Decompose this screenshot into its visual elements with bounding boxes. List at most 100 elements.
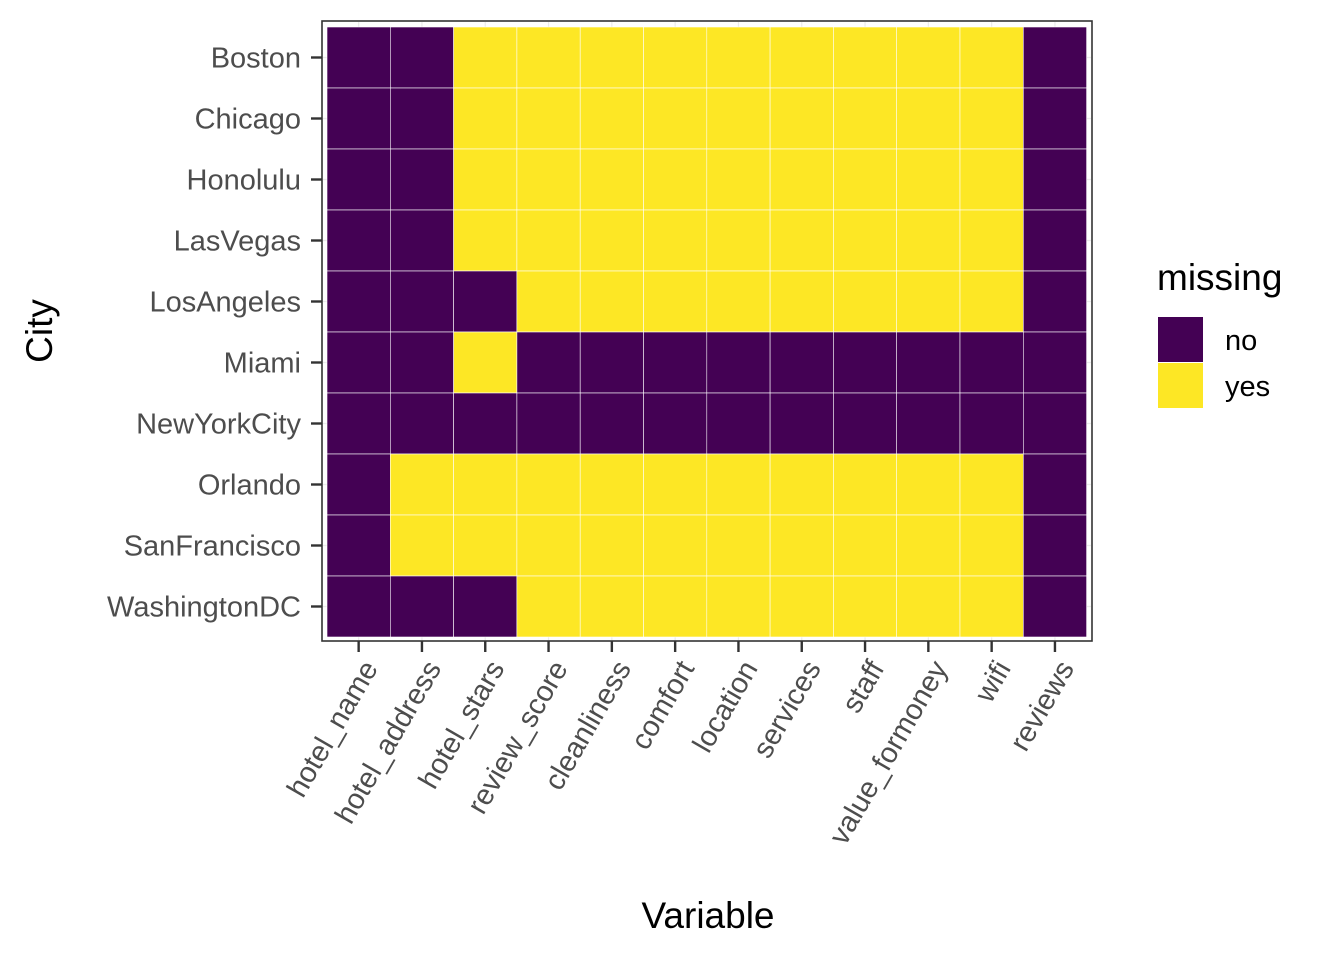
heatmap-cell xyxy=(959,453,1024,516)
legend-label-no: no xyxy=(1225,325,1257,357)
heatmap-cell xyxy=(833,575,898,638)
heatmap-cell xyxy=(769,575,834,638)
y-tick-label: Chicago xyxy=(195,104,301,136)
heatmap-cells xyxy=(326,26,1087,638)
heatmap-cell xyxy=(326,87,391,150)
heatmap-cell xyxy=(453,270,518,333)
heatmap-cell xyxy=(643,392,708,455)
heatmap-cell xyxy=(389,514,454,577)
heatmap-cell xyxy=(1022,331,1087,394)
heatmap-cell xyxy=(516,270,581,333)
heatmap-cell xyxy=(896,453,961,516)
y-tick-label: Orlando xyxy=(198,470,301,502)
legend-label-yes: yes xyxy=(1225,371,1270,403)
x-tick-label: value_formoney xyxy=(824,655,955,850)
heatmap-cell xyxy=(389,209,454,272)
heatmap-cell xyxy=(516,26,581,89)
heatmap-cell xyxy=(579,331,644,394)
heatmap-cell xyxy=(643,148,708,211)
heatmap-cell xyxy=(389,575,454,638)
y-axis-title: City xyxy=(19,299,60,363)
heatmap-cell xyxy=(453,26,518,89)
heatmap-cell xyxy=(959,270,1024,333)
heatmap-cell xyxy=(896,148,961,211)
heatmap-cell xyxy=(706,148,771,211)
heatmap-cell xyxy=(643,331,708,394)
heatmap-cell xyxy=(579,148,644,211)
heatmap-cell xyxy=(643,575,708,638)
heatmap-cell xyxy=(833,331,898,394)
heatmap-cell xyxy=(579,209,644,272)
heatmap-cell xyxy=(833,270,898,333)
heatmap-cell xyxy=(389,392,454,455)
heatmap-cell xyxy=(516,392,581,455)
heatmap-cell xyxy=(706,209,771,272)
x-axis-title: Variable xyxy=(641,895,774,936)
heatmap-cell xyxy=(643,26,708,89)
heatmap-cell xyxy=(326,270,391,333)
legend-key-yes xyxy=(1158,363,1203,408)
heatmap-cell xyxy=(516,514,581,577)
heatmap-cell xyxy=(1022,26,1087,89)
heatmap-cell xyxy=(1022,453,1087,516)
heatmap-cell xyxy=(896,270,961,333)
heatmap-cell xyxy=(896,87,961,150)
y-axis: Boston Chicago Honolulu LasVegas LosAngeles M… xyxy=(107,43,322,624)
heatmap-cell xyxy=(959,331,1024,394)
heatmap-cell xyxy=(389,148,454,211)
heatmap-cell xyxy=(389,87,454,150)
heatmap-cell xyxy=(516,148,581,211)
heatmap-cell xyxy=(579,575,644,638)
heatmap-cell xyxy=(643,514,708,577)
x-tick-label: staff xyxy=(836,655,891,719)
heatmap-cell xyxy=(769,87,834,150)
heatmap-cell xyxy=(453,392,518,455)
y-tick-label: NewYorkCity xyxy=(136,409,301,441)
heatmap-cell xyxy=(833,209,898,272)
heatmap-cell xyxy=(389,26,454,89)
heatmap-cell xyxy=(579,87,644,150)
heatmap-cell xyxy=(959,392,1024,455)
heatmap-cell xyxy=(453,514,518,577)
heatmap-cell xyxy=(1022,270,1087,333)
heatmap-cell xyxy=(896,392,961,455)
heatmap-cell xyxy=(896,331,961,394)
legend-key-no xyxy=(1158,317,1203,362)
heatmap-cell xyxy=(643,87,708,150)
heatmap-cell xyxy=(516,453,581,516)
x-axis: hotel_namehotel_addresshotel_starsreview… xyxy=(281,641,1081,850)
y-tick-label: Boston xyxy=(211,43,301,75)
heatmap-cell xyxy=(833,453,898,516)
heatmap-cell xyxy=(769,26,834,89)
heatmap-cell xyxy=(579,453,644,516)
heatmap-cell xyxy=(706,575,771,638)
heatmap-cell xyxy=(833,87,898,150)
legend: missing no yes xyxy=(1157,257,1282,408)
y-tick-label: SanFrancisco xyxy=(124,531,301,563)
heatmap-cell xyxy=(389,270,454,333)
heatmap-cell xyxy=(579,514,644,577)
heatmap-cell xyxy=(579,26,644,89)
heatmap-cell xyxy=(326,575,391,638)
heatmap-cell xyxy=(769,514,834,577)
heatmap-cell xyxy=(643,270,708,333)
heatmap-cell xyxy=(579,392,644,455)
heatmap-cell xyxy=(706,453,771,516)
heatmap-cell xyxy=(1022,148,1087,211)
heatmap-cell xyxy=(516,87,581,150)
heatmap-cell xyxy=(769,392,834,455)
heatmap-cell xyxy=(706,514,771,577)
heatmap-cell xyxy=(769,270,834,333)
heatmap-cell xyxy=(643,209,708,272)
heatmap-cell xyxy=(769,331,834,394)
heatmap-cell xyxy=(959,575,1024,638)
heatmap-cell xyxy=(706,26,771,89)
x-tick-label: wifi xyxy=(969,656,1018,709)
y-tick-label: Miami xyxy=(224,348,301,380)
heatmap-cell xyxy=(453,87,518,150)
y-tick-label: WashingtonDC xyxy=(107,592,301,624)
heatmap-cell xyxy=(959,514,1024,577)
legend-items: no yes xyxy=(1158,317,1270,408)
heatmap-cell xyxy=(326,209,391,272)
heatmap-cell xyxy=(579,270,644,333)
